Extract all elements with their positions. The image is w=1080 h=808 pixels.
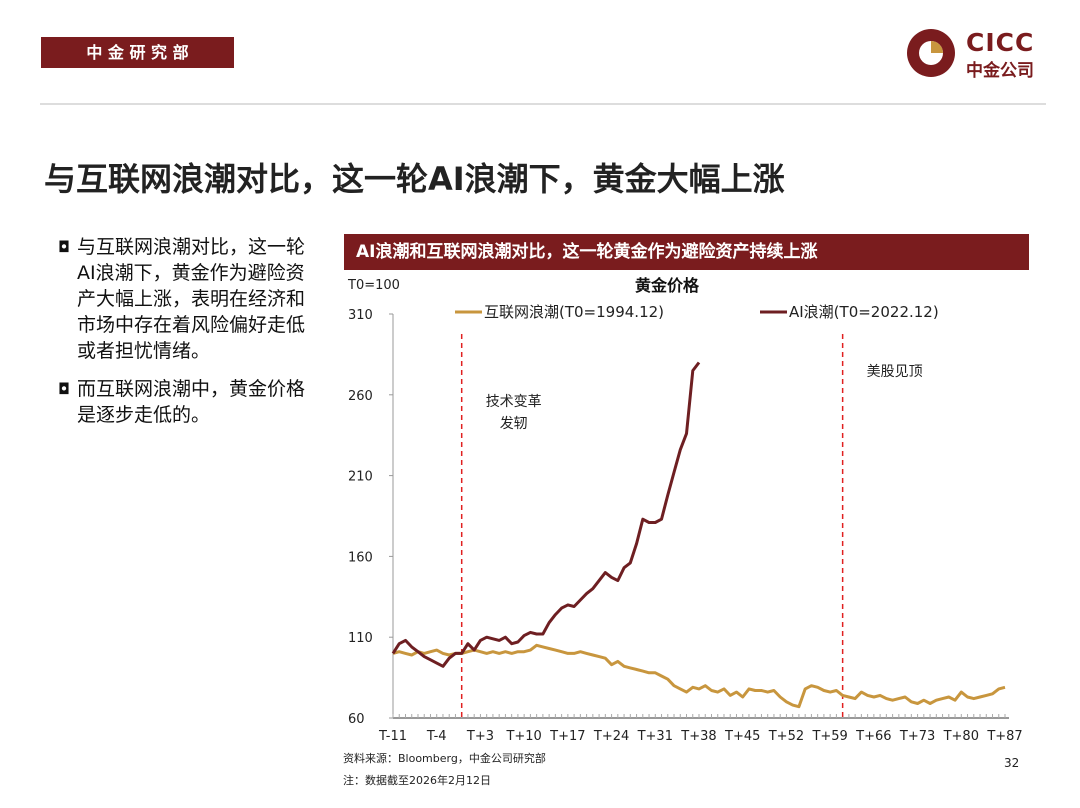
chart-title: 黄金价格 xyxy=(635,276,700,295)
y-tick-label: 260 xyxy=(348,389,373,404)
legend-label: 互联网浪潮(T0=1994.12) xyxy=(484,303,664,321)
x-tick-label: T-11 xyxy=(378,729,407,744)
x-tick-label: T+17 xyxy=(549,729,585,744)
y-tick-label: 210 xyxy=(348,470,373,485)
x-tick-label: T+24 xyxy=(593,729,629,744)
x-tick-label: T+73 xyxy=(899,729,935,744)
source: 资料来源：Bloomberg，中金公司研究部 xyxy=(343,752,546,765)
x-tick-label: T+3 xyxy=(466,729,494,744)
x-tick-label: T+52 xyxy=(768,729,804,744)
x-tick-label: T+66 xyxy=(855,729,891,744)
logo-icon xyxy=(907,29,955,77)
logo-sub: 中金公司 xyxy=(966,61,1034,81)
page-number: 32 xyxy=(1004,756,1020,770)
logo-text: CICC xyxy=(966,28,1035,57)
bullet: ◘ 而互联网浪潮中，黄金价格是逐步走低的。 xyxy=(58,376,314,428)
bullet-text: 而互联网浪潮中，黄金价格是逐步走低的。 xyxy=(77,378,306,426)
annotation: 发轫 xyxy=(500,416,528,432)
chart-header: AI浪潮和互联网浪潮对比，这一轮黄金作为避险资产持续上涨 xyxy=(344,234,1029,270)
x-tick-label: T+80 xyxy=(943,729,979,744)
y-tick-label: 60 xyxy=(348,712,365,727)
y-tick-label: 160 xyxy=(348,550,373,565)
line-series xyxy=(392,643,1006,709)
line-series xyxy=(391,361,701,668)
bullet: ◘ 与互联网浪潮对比，这一轮AI浪潮下，黄金作为避险资产大幅上涨，表明在经济和市场… xyxy=(58,234,314,364)
divider xyxy=(40,103,1046,105)
bullet-text: 与互联网浪潮对比，这一轮AI浪潮下，黄金作为避险资产大幅上涨，表明在经济和市场中… xyxy=(77,236,306,362)
x-tick-label: T+59 xyxy=(811,729,847,744)
x-tick-label: T+31 xyxy=(637,729,673,744)
y-tick-label: 310 xyxy=(348,308,373,323)
x-tick-label: T+45 xyxy=(724,729,760,744)
y-axis-label: T0=100 xyxy=(347,278,400,293)
slide-title: 与互联网浪潮对比，这一轮AI浪潮下，黄金大幅上涨 xyxy=(44,160,785,198)
x-tick-label: T+87 xyxy=(986,729,1022,744)
y-tick-label: 110 xyxy=(348,631,373,646)
legend-label: AI浪潮(T0=2022.12) xyxy=(789,303,939,321)
bullets: ◘ 与互联网浪潮对比，这一轮AI浪潮下，黄金作为避险资产大幅上涨，表明在经济和市场… xyxy=(58,234,314,428)
x-tick-label: T-4 xyxy=(426,729,447,744)
note: 注：数据截至2026年2月12日 xyxy=(343,774,491,787)
annotation: 美股见顶 xyxy=(867,364,923,380)
x-tick-label: T+10 xyxy=(505,729,541,744)
department: 中 金 研 究 部 xyxy=(41,37,234,68)
annotation: 技术变革 xyxy=(486,394,542,410)
x-tick-label: T+38 xyxy=(680,729,716,744)
